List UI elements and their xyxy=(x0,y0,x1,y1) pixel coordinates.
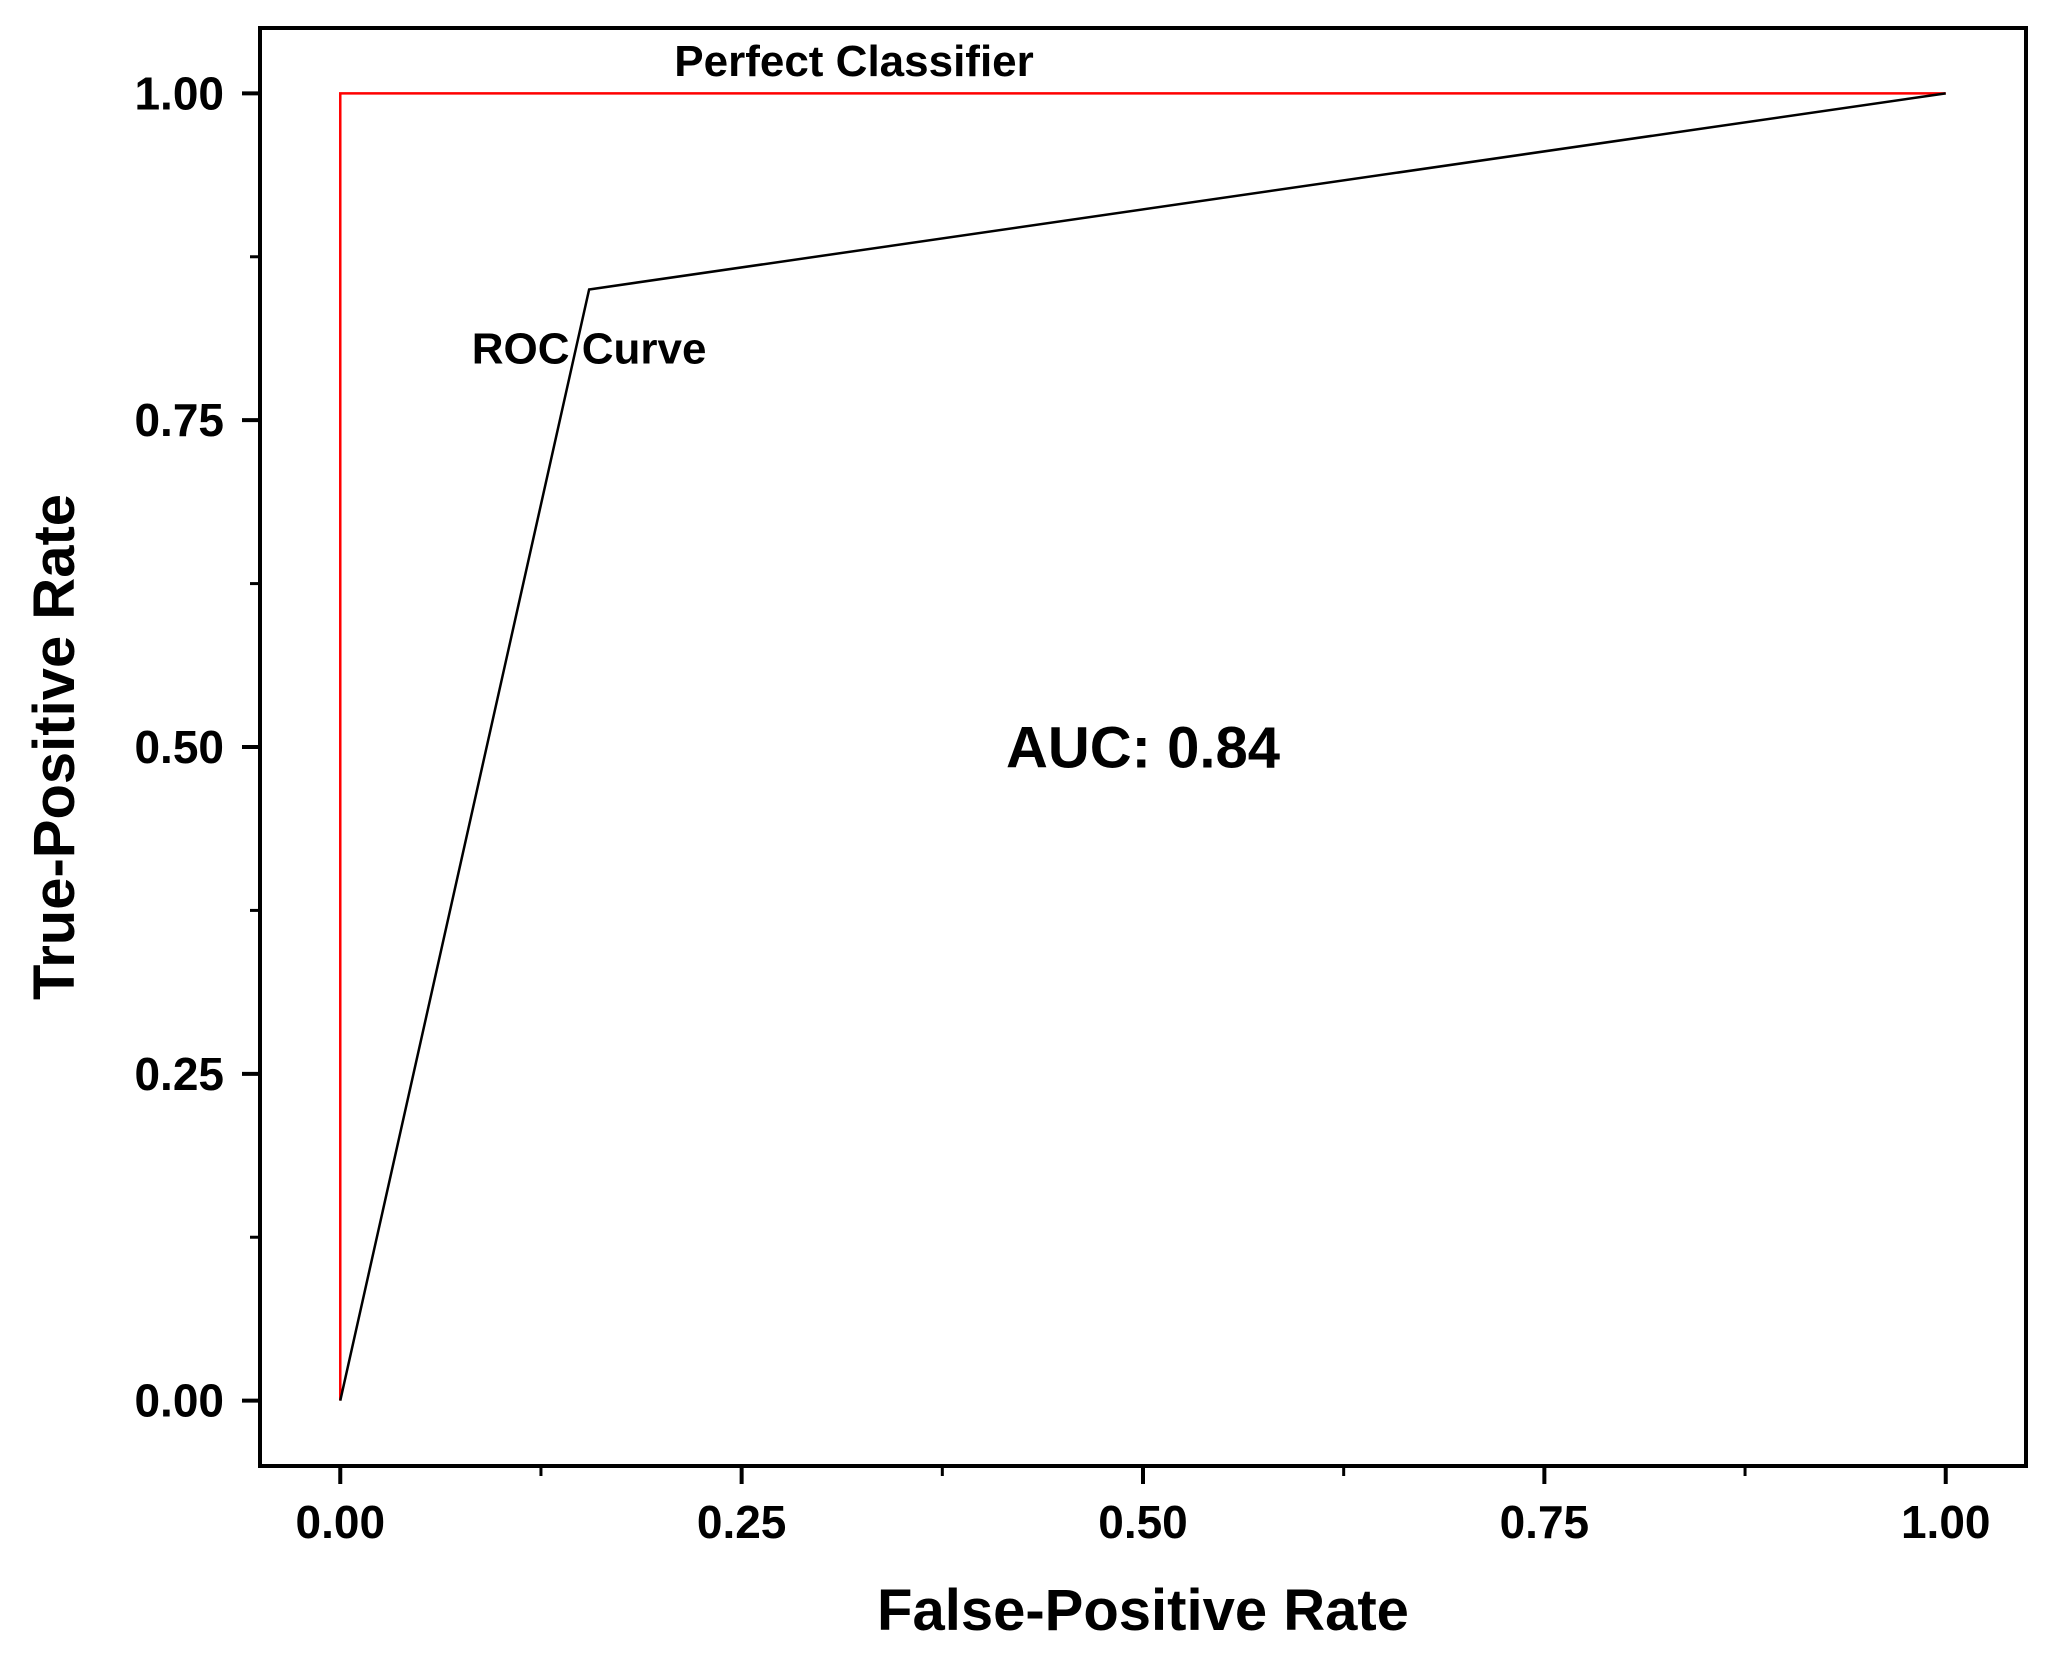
perfect-classifier-line xyxy=(339,92,1946,1401)
y-tick-label: 0.50 xyxy=(134,721,224,773)
x-tick-label: 0.25 xyxy=(697,1496,787,1548)
y-axis-title: True-Positive Rate xyxy=(22,494,87,1000)
series-lines xyxy=(339,92,1946,1401)
roc-curve-line xyxy=(339,92,1946,1401)
x-tick-label: 0.75 xyxy=(1500,1496,1590,1548)
x-axis-tick-labels: 0.00 0.25 0.50 0.75 1.00 xyxy=(296,1496,1991,1548)
annotation-roc-curve: ROC Curve xyxy=(472,325,707,374)
y-tick-label: 0.00 xyxy=(134,1375,224,1427)
x-axis-ticks xyxy=(338,1466,1948,1484)
x-tick-label: 0.50 xyxy=(1098,1496,1188,1548)
y-tick-label: 0.75 xyxy=(134,394,224,446)
annotation-auc-0-84: AUC: 0.84 xyxy=(1006,715,1280,780)
y-axis-tick-labels: 0.00 0.25 0.50 0.75 1.00 xyxy=(134,67,224,1426)
y-tick-label: 0.25 xyxy=(134,1048,224,1100)
x-tick-label: 0.00 xyxy=(296,1496,386,1548)
x-tick-label: 1.00 xyxy=(1901,1496,1991,1548)
annotations: Perfect Classifier ROC Curve AUC: 0.84 xyxy=(472,37,1280,780)
x-axis-title: False-Positive Rate xyxy=(877,1578,1409,1643)
y-axis-ticks xyxy=(242,91,260,1403)
annotation-perfect-classifier: Perfect Classifier xyxy=(674,37,1034,86)
y-tick-label: 1.00 xyxy=(134,67,224,119)
